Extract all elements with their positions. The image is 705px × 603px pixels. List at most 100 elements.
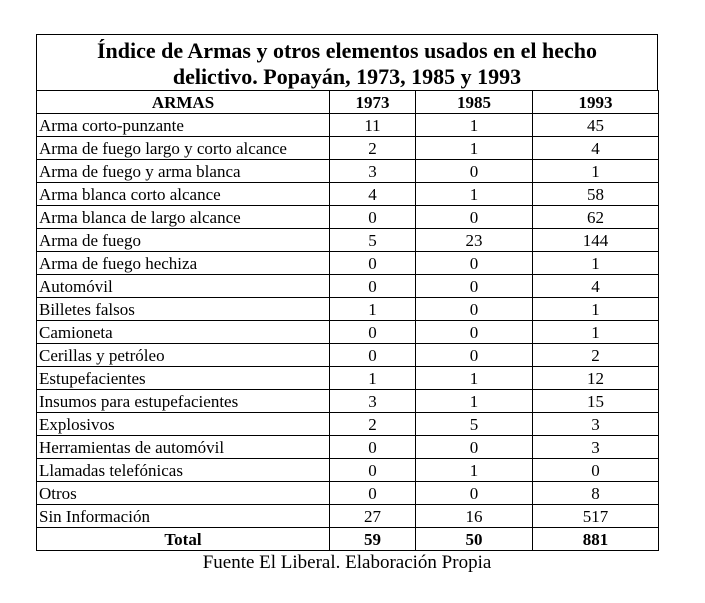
row-1993-cell: 45 — [532, 113, 659, 137]
table-row: Arma corto-punzante 11 1 45 — [36, 113, 659, 137]
row-name-cell: Arma de fuego hechiza — [36, 251, 330, 275]
weapons-table-container: Índice de Armas y otros elementos usados… — [36, 34, 659, 551]
table-row: Sin Información 27 16 517 — [36, 504, 659, 528]
row-1973-cell: 4 — [329, 182, 416, 206]
row-1993-cell: 4 — [532, 136, 659, 160]
table-row: Automóvil 0 0 4 — [36, 274, 659, 298]
row-name-cell: Arma de fuego — [36, 228, 330, 252]
row-name-cell: Arma de fuego largo y corto alcance — [36, 136, 330, 160]
row-name-cell: Billetes falsos — [36, 297, 330, 321]
row-1985-cell: 0 — [415, 343, 533, 367]
table-title: Índice de Armas y otros elementos usados… — [36, 34, 658, 90]
total-label: Total — [36, 527, 330, 551]
table-row: Arma de fuego y arma blanca 3 0 1 — [36, 159, 659, 183]
row-name-cell: Camioneta — [36, 320, 330, 344]
table-row: Llamadas telefónicas 0 1 0 — [36, 458, 659, 482]
row-1985-cell: 5 — [415, 412, 533, 436]
row-1985-cell: 1 — [415, 136, 533, 160]
table-header-row: ARMAS 1973 1985 1993 — [36, 90, 659, 114]
weapons-table: ARMAS 1973 1985 1993 Arma corto-punzante… — [36, 90, 659, 551]
row-name-cell: Llamadas telefónicas — [36, 458, 330, 482]
row-1993-cell: 8 — [532, 481, 659, 505]
row-1973-cell: 0 — [329, 481, 416, 505]
row-name-cell: Explosivos — [36, 412, 330, 436]
row-1973-cell: 27 — [329, 504, 416, 528]
row-1985-cell: 1 — [415, 458, 533, 482]
row-1993-cell: 144 — [532, 228, 659, 252]
row-1993-cell: 1 — [532, 320, 659, 344]
row-1993-cell: 58 — [532, 182, 659, 206]
table-row: Arma de fuego hechiza 0 0 1 — [36, 251, 659, 275]
row-1993-cell: 3 — [532, 412, 659, 436]
row-1985-cell: 1 — [415, 389, 533, 413]
row-1973-cell: 2 — [329, 136, 416, 160]
row-1993-cell: 3 — [532, 435, 659, 459]
table-row: Estupefacientes 1 1 12 — [36, 366, 659, 390]
row-1985-cell: 0 — [415, 435, 533, 459]
row-1985-cell: 0 — [415, 274, 533, 298]
table-row: Insumos para estupefacientes 3 1 15 — [36, 389, 659, 413]
row-1993-cell: 0 — [532, 458, 659, 482]
header-armas: ARMAS — [36, 90, 330, 114]
row-1973-cell: 0 — [329, 458, 416, 482]
row-1985-cell: 1 — [415, 113, 533, 137]
source-note: Fuente El Liberal. Elaboración Propia — [202, 552, 492, 573]
row-1985-cell: 0 — [415, 205, 533, 229]
row-name-cell: Sin Información — [36, 504, 330, 528]
row-1993-cell: 1 — [532, 251, 659, 275]
row-1993-cell: 15 — [532, 389, 659, 413]
table-row: Camioneta 0 0 1 — [36, 320, 659, 344]
row-name-cell: Arma blanca corto alcance — [36, 182, 330, 206]
row-1985-cell: 0 — [415, 320, 533, 344]
total-1985: 50 — [415, 527, 533, 551]
row-1973-cell: 3 — [329, 159, 416, 183]
table-row: Arma de fuego 5 23 144 — [36, 228, 659, 252]
table-total-row: Total 59 50 881 — [36, 527, 659, 551]
row-1985-cell: 23 — [415, 228, 533, 252]
row-1985-cell: 0 — [415, 251, 533, 275]
total-1993: 881 — [532, 527, 659, 551]
row-1985-cell: 0 — [415, 297, 533, 321]
table-title-line-1: Índice de Armas y otros elementos usados… — [96, 38, 598, 63]
row-name-cell: Arma blanca de largo alcance — [36, 205, 330, 229]
table-row: Arma de fuego largo y corto alcance 2 1 4 — [36, 136, 659, 160]
row-1993-cell: 62 — [532, 205, 659, 229]
row-name-cell: Estupefacientes — [36, 366, 330, 390]
row-1993-cell: 1 — [532, 159, 659, 183]
row-1993-cell: 4 — [532, 274, 659, 298]
row-name-cell: Otros — [36, 481, 330, 505]
row-name-cell: Herramientas de automóvil — [36, 435, 330, 459]
table-row: Herramientas de automóvil 0 0 3 — [36, 435, 659, 459]
row-1973-cell: 11 — [329, 113, 416, 137]
row-1973-cell: 0 — [329, 435, 416, 459]
row-1993-cell: 517 — [532, 504, 659, 528]
table-row: Arma blanca de largo alcance 0 0 62 — [36, 205, 659, 229]
row-1973-cell: 0 — [329, 320, 416, 344]
table-row: Cerillas y petróleo 0 0 2 — [36, 343, 659, 367]
row-1993-cell: 12 — [532, 366, 659, 390]
table-row: Arma blanca corto alcance 4 1 58 — [36, 182, 659, 206]
table-title-line-2: delictivo. Popayán, 1973, 1985 y 1993 — [172, 64, 522, 89]
row-name-cell: Cerillas y petróleo — [36, 343, 330, 367]
row-1973-cell: 1 — [329, 366, 416, 390]
row-1973-cell: 0 — [329, 343, 416, 367]
row-1985-cell: 1 — [415, 182, 533, 206]
header-1985: 1985 — [415, 90, 533, 114]
row-name-cell: Automóvil — [36, 274, 330, 298]
header-1993: 1993 — [532, 90, 659, 114]
row-name-cell: Insumos para estupefacientes — [36, 389, 330, 413]
row-1973-cell: 0 — [329, 251, 416, 275]
row-1985-cell: 1 — [415, 366, 533, 390]
row-1993-cell: 1 — [532, 297, 659, 321]
row-1985-cell: 0 — [415, 159, 533, 183]
row-name-cell: Arma corto-punzante — [36, 113, 330, 137]
row-1973-cell: 0 — [329, 274, 416, 298]
row-1985-cell: 16 — [415, 504, 533, 528]
row-1973-cell: 3 — [329, 389, 416, 413]
row-name-cell: Arma de fuego y arma blanca — [36, 159, 330, 183]
row-1973-cell: 5 — [329, 228, 416, 252]
row-1985-cell: 0 — [415, 481, 533, 505]
header-1973: 1973 — [329, 90, 416, 114]
table-row: Billetes falsos 1 0 1 — [36, 297, 659, 321]
table-body: Arma corto-punzante 11 1 45 Arma de fuego la… — [36, 113, 659, 528]
